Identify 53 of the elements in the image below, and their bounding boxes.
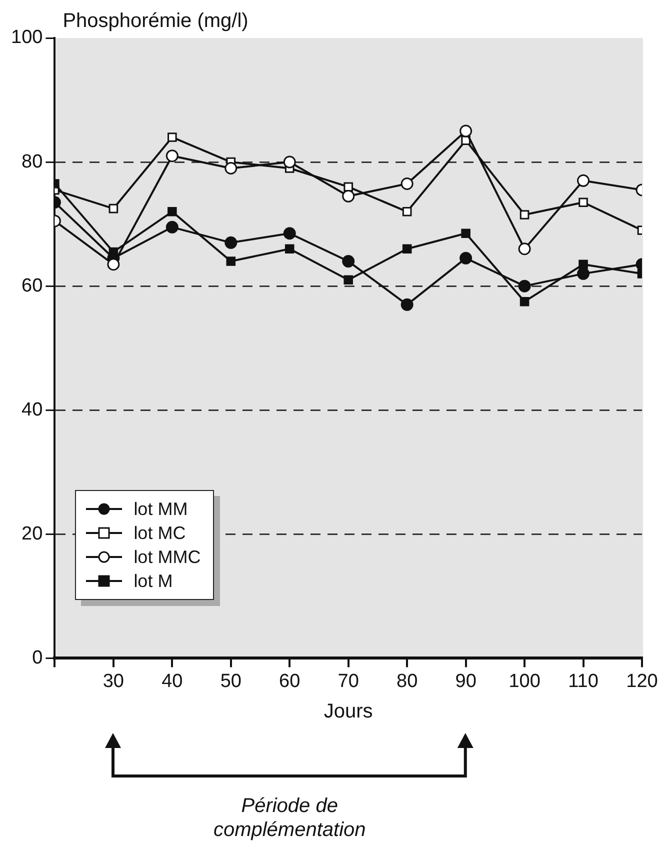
point	[518, 242, 531, 256]
legend-label: lot MM	[134, 498, 188, 520]
point	[578, 260, 588, 270]
point	[107, 258, 120, 271]
y-tick-label: 100	[11, 27, 43, 48]
point	[284, 244, 294, 254]
x-axis-title: Jours	[324, 700, 373, 723]
point	[168, 132, 177, 142]
legend-label: lot MC	[134, 522, 186, 544]
point	[402, 244, 412, 254]
point	[578, 198, 588, 207]
point	[224, 162, 238, 174]
point	[283, 227, 296, 240]
point	[577, 174, 590, 187]
y-tick-label: 0	[32, 647, 43, 668]
point	[520, 210, 530, 220]
x-tick-label: 50	[220, 670, 242, 692]
point	[400, 298, 414, 311]
x-tick-label: 70	[338, 670, 359, 692]
point	[460, 124, 472, 138]
point	[166, 220, 178, 234]
point	[402, 207, 412, 216]
x-tick-label: 40	[162, 670, 183, 692]
point	[461, 228, 470, 238]
point	[342, 190, 355, 202]
point	[342, 255, 355, 268]
x-tick-label: 90	[455, 670, 476, 692]
x-tick-label: 120	[626, 670, 658, 692]
y-tick-label: 20	[22, 523, 43, 544]
point	[344, 275, 353, 285]
point	[400, 177, 414, 190]
point	[226, 256, 236, 266]
y-tick-label: 60	[22, 275, 43, 296]
point	[168, 207, 177, 216]
point	[108, 204, 118, 214]
x-tick-label: 60	[279, 670, 300, 692]
point	[460, 252, 472, 264]
legend-label: lot MMC	[134, 546, 201, 568]
point	[520, 296, 530, 306]
y-tick-label: 40	[22, 399, 43, 420]
text: Période de complémentation	[212, 794, 367, 842]
legend-label: lot M	[134, 570, 173, 592]
point	[224, 236, 238, 249]
point	[518, 280, 531, 292]
x-tick-label: 80	[396, 670, 418, 692]
point	[283, 156, 296, 168]
x-tick-label: 30	[102, 670, 124, 692]
x-tick-label: 100	[508, 670, 540, 692]
x-tick-label: 110	[568, 670, 598, 692]
point	[166, 150, 178, 162]
y-axis-title: Phosphorémie (mg/l)	[62, 10, 248, 33]
y-tick-label: 80	[22, 151, 43, 172]
point	[344, 182, 353, 192]
